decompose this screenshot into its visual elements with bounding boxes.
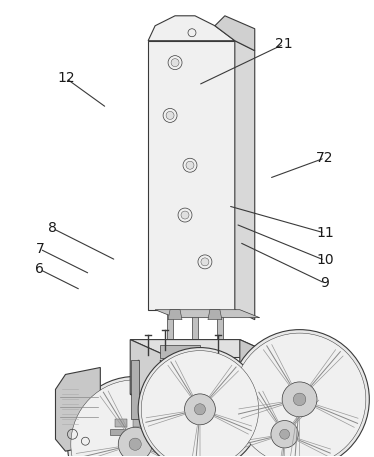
- Ellipse shape: [129, 438, 141, 450]
- Polygon shape: [133, 419, 145, 427]
- Polygon shape: [205, 419, 217, 427]
- Text: 7: 7: [36, 242, 44, 256]
- Polygon shape: [100, 394, 310, 419]
- Ellipse shape: [141, 351, 259, 457]
- Polygon shape: [100, 414, 310, 439]
- Ellipse shape: [280, 429, 289, 439]
- Ellipse shape: [71, 380, 200, 457]
- Polygon shape: [187, 419, 199, 427]
- Polygon shape: [115, 419, 127, 427]
- Polygon shape: [131, 360, 139, 419]
- Polygon shape: [260, 414, 310, 454]
- Text: 12: 12: [57, 71, 75, 85]
- Ellipse shape: [233, 333, 366, 457]
- Text: 10: 10: [316, 253, 334, 267]
- Polygon shape: [168, 310, 182, 319]
- Polygon shape: [100, 414, 260, 454]
- Ellipse shape: [118, 427, 152, 457]
- Text: 9: 9: [321, 276, 329, 290]
- Polygon shape: [160, 345, 200, 357]
- Ellipse shape: [230, 329, 369, 457]
- Polygon shape: [217, 310, 223, 345]
- Circle shape: [166, 112, 174, 119]
- Text: 8: 8: [48, 222, 57, 235]
- Ellipse shape: [67, 377, 203, 457]
- Circle shape: [201, 258, 209, 266]
- Ellipse shape: [138, 348, 262, 457]
- Polygon shape: [148, 16, 235, 41]
- Circle shape: [186, 161, 194, 169]
- Polygon shape: [100, 394, 155, 439]
- Polygon shape: [130, 340, 170, 394]
- Circle shape: [215, 414, 245, 444]
- Polygon shape: [240, 340, 280, 394]
- Ellipse shape: [271, 420, 298, 448]
- Polygon shape: [208, 310, 222, 319]
- Polygon shape: [55, 367, 100, 451]
- Polygon shape: [167, 310, 173, 345]
- Polygon shape: [260, 394, 310, 439]
- Polygon shape: [130, 340, 280, 357]
- Ellipse shape: [293, 393, 306, 406]
- Polygon shape: [223, 419, 235, 427]
- Polygon shape: [155, 310, 260, 318]
- Text: 6: 6: [36, 262, 44, 276]
- Polygon shape: [235, 41, 255, 319]
- Polygon shape: [169, 419, 181, 427]
- Polygon shape: [151, 419, 163, 427]
- Polygon shape: [221, 360, 229, 419]
- Polygon shape: [110, 429, 230, 435]
- Ellipse shape: [194, 404, 205, 415]
- Text: 11: 11: [316, 226, 334, 240]
- Text: 21: 21: [275, 37, 293, 51]
- Circle shape: [171, 58, 179, 67]
- Text: 72: 72: [316, 151, 334, 165]
- Circle shape: [208, 407, 252, 451]
- Polygon shape: [130, 394, 280, 409]
- Ellipse shape: [184, 394, 215, 425]
- Polygon shape: [148, 41, 235, 310]
- Polygon shape: [173, 355, 197, 361]
- Polygon shape: [215, 16, 255, 51]
- Ellipse shape: [233, 382, 337, 457]
- Circle shape: [181, 211, 189, 219]
- Ellipse shape: [282, 382, 317, 417]
- Ellipse shape: [230, 379, 340, 457]
- Polygon shape: [192, 310, 198, 345]
